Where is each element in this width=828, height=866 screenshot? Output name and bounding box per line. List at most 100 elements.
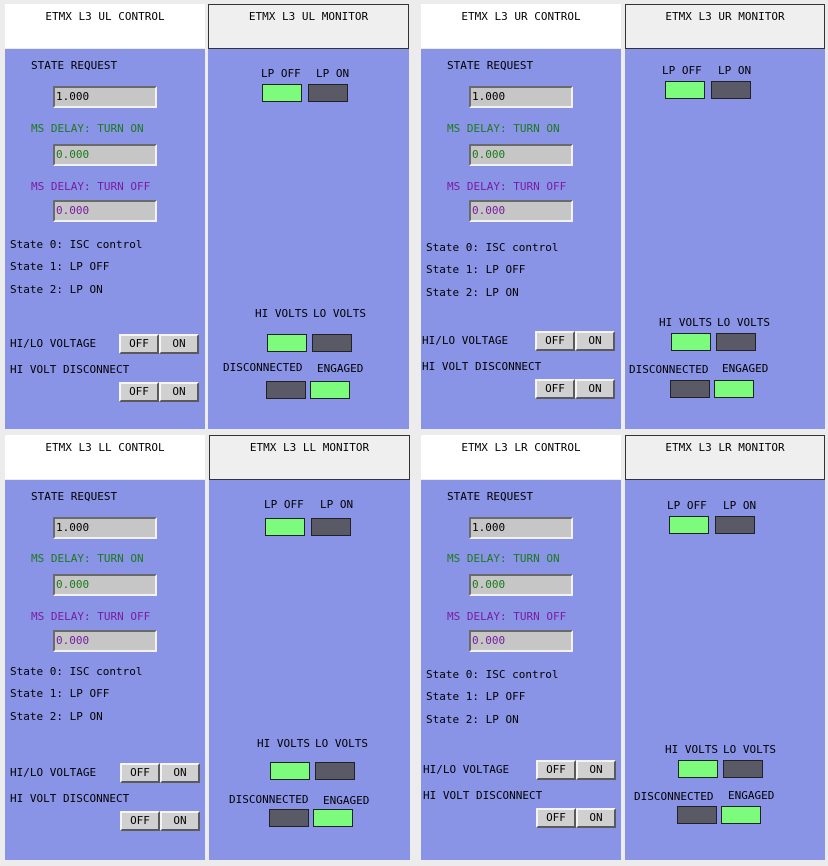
lr-lp-off-label: LP OFF [667, 499, 707, 512]
ul-delay-on-label: MS DELAY: TURN ON [31, 122, 144, 135]
lr-disconnected-label: DISCONNECTED [634, 790, 714, 803]
ul-disconnected-label: DISCONNECTED [223, 361, 303, 374]
ll-lp-off-indicator [265, 518, 305, 536]
lr-delay-off-label: MS DELAY: TURN OFF [447, 610, 567, 623]
lr-state2-text: State 2: LP ON [426, 713, 519, 726]
ll-state0-text: State 0: ISC control [10, 665, 143, 678]
ur-disconnect-label: HI VOLT DISCONNECT [422, 360, 542, 373]
ll-lp-on-indicator [311, 518, 351, 536]
lr-lp-off-indicator [669, 516, 709, 534]
lr-state1-text: State 1: LP OFF [426, 690, 526, 703]
lr-hilo-off-button[interactable]: OFF [536, 760, 576, 780]
ll-state-request-input[interactable]: 1.000 [53, 517, 157, 539]
lr-disconnected-indicator [677, 806, 717, 824]
ur-lo-volts-label: LO VOLTS [717, 316, 770, 329]
ll-hi-volts-label: HI VOLTS [257, 737, 310, 750]
ul-hilo-on-button[interactable]: ON [159, 334, 199, 354]
ur-monitor-panel [625, 49, 825, 429]
lr-monitor-title: ETMX L3 LR MONITOR [625, 435, 825, 480]
ul-engaged-indicator [310, 381, 350, 399]
ll-disconnect-off-button[interactable]: OFF [120, 811, 160, 831]
lr-monitor-panel [625, 480, 825, 860]
ur-hilo-off-button[interactable]: OFF [535, 331, 575, 351]
lr-engaged-label: ENGAGED [728, 789, 775, 802]
ur-state-request-label: STATE REQUEST [447, 59, 534, 72]
ul-hi-volts-indicator [267, 334, 307, 352]
ll-hi-volts-indicator [270, 762, 310, 780]
ul-disconnect-label: HI VOLT DISCONNECT [10, 363, 130, 376]
ll-lo-volts-indicator [315, 762, 355, 780]
ul-disconnected-indicator [266, 381, 306, 399]
ur-delay-on-input[interactable]: 0.000 [469, 144, 573, 166]
ll-state1-text: State 1: LP OFF [10, 687, 110, 700]
lr-lp-on-indicator [715, 516, 755, 534]
lr-control-panel [421, 480, 621, 860]
lr-disconnect-on-button[interactable]: ON [576, 808, 616, 828]
lr-state-request-input[interactable]: 1.000 [469, 517, 573, 539]
ul-state-request-input[interactable]: 1.000 [53, 86, 157, 108]
ll-delay-off-label: MS DELAY: TURN OFF [31, 610, 151, 623]
ll-engaged-label: ENGAGED [323, 794, 370, 807]
ur-hi-volts-label: HI VOLTS [659, 316, 712, 329]
ll-disconnect-label: HI VOLT DISCONNECT [10, 792, 130, 805]
ur-hilo-on-button[interactable]: ON [575, 331, 615, 351]
ll-engaged-indicator [313, 809, 353, 827]
lr-hilo-voltage-label: HI/LO VOLTAGE [423, 763, 510, 776]
lr-lp-on-label: LP ON [723, 499, 757, 512]
ll-lp-off-label: LP OFF [264, 498, 304, 511]
lr-delay-off-input[interactable]: 0.000 [469, 630, 573, 652]
ul-hilo-off-button[interactable]: OFF [119, 334, 159, 354]
ul-lp-on-label: LP ON [316, 67, 350, 80]
ur-hi-volts-indicator [671, 333, 711, 351]
ll-hilo-off-button[interactable]: OFF [120, 763, 160, 783]
ur-disconnected-indicator [670, 380, 710, 398]
ur-control-title: ETMX L3 UR CONTROL [421, 4, 621, 48]
ul-disconnect-off-button[interactable]: OFF [119, 382, 159, 402]
ll-state-request-label: STATE REQUEST [31, 490, 118, 503]
ur-lp-on-indicator [711, 81, 751, 99]
lr-lo-volts-indicator [723, 760, 763, 778]
ll-disconnect-on-button[interactable]: ON [160, 811, 200, 831]
ul-delay-on-input[interactable]: 0.000 [53, 144, 157, 166]
ur-disconnect-off-button[interactable]: OFF [535, 379, 575, 399]
ur-hilo-voltage-label: HI/LO VOLTAGE [422, 334, 509, 347]
ul-lo-volts-indicator [312, 334, 352, 352]
ul-hilo-voltage-label: HI/LO VOLTAGE [10, 337, 97, 350]
ul-lo-volts-label: LO VOLTS [313, 307, 366, 320]
ul-control-title: ETMX L3 UL CONTROL [5, 4, 205, 48]
ll-delay-on-input[interactable]: 0.000 [53, 574, 157, 596]
lr-delay-on-label: MS DELAY: TURN ON [447, 552, 560, 565]
ur-disconnected-label: DISCONNECTED [629, 363, 709, 376]
lr-disconnect-off-button[interactable]: OFF [536, 808, 576, 828]
ur-delay-off-label: MS DELAY: TURN OFF [447, 180, 567, 193]
ur-state-request-input[interactable]: 1.000 [469, 86, 573, 108]
ur-engaged-label: ENGAGED [722, 362, 769, 375]
lr-control-title: ETMX L3 LR CONTROL [421, 435, 621, 479]
ul-disconnect-on-button[interactable]: ON [159, 382, 199, 402]
ul-state-request-label: STATE REQUEST [31, 59, 118, 72]
ul-delay-off-input[interactable]: 0.000 [53, 200, 157, 222]
ul-lp-on-indicator [308, 84, 348, 102]
ur-lp-on-label: LP ON [718, 64, 752, 77]
ul-control-panel [5, 49, 205, 429]
ll-lp-on-label: LP ON [320, 498, 354, 511]
ur-lp-off-label: LP OFF [662, 64, 702, 77]
ul-state2-text: State 2: LP ON [10, 283, 103, 296]
lr-state0-text: State 0: ISC control [426, 668, 559, 681]
ll-delay-off-input[interactable]: 0.000 [53, 630, 157, 652]
lr-hilo-on-button[interactable]: ON [576, 760, 616, 780]
ll-hilo-on-button[interactable]: ON [160, 763, 200, 783]
ll-disconnected-indicator [269, 809, 309, 827]
ur-state1-text: State 1: LP OFF [426, 263, 526, 276]
ul-hi-volts-label: HI VOLTS [255, 307, 308, 320]
ll-control-panel [5, 480, 205, 860]
lr-disconnect-label: HI VOLT DISCONNECT [423, 789, 543, 802]
lr-state-request-label: STATE REQUEST [447, 490, 534, 503]
ur-lp-off-indicator [665, 81, 705, 99]
ul-state0-text: State 0: ISC control [10, 238, 143, 251]
ll-delay-on-label: MS DELAY: TURN ON [31, 552, 144, 565]
ur-disconnect-on-button[interactable]: ON [575, 379, 615, 399]
lr-delay-on-input[interactable]: 0.000 [469, 574, 573, 596]
ul-monitor-title: ETMX L3 UL MONITOR [208, 4, 409, 49]
ur-delay-off-input[interactable]: 0.000 [469, 200, 573, 222]
